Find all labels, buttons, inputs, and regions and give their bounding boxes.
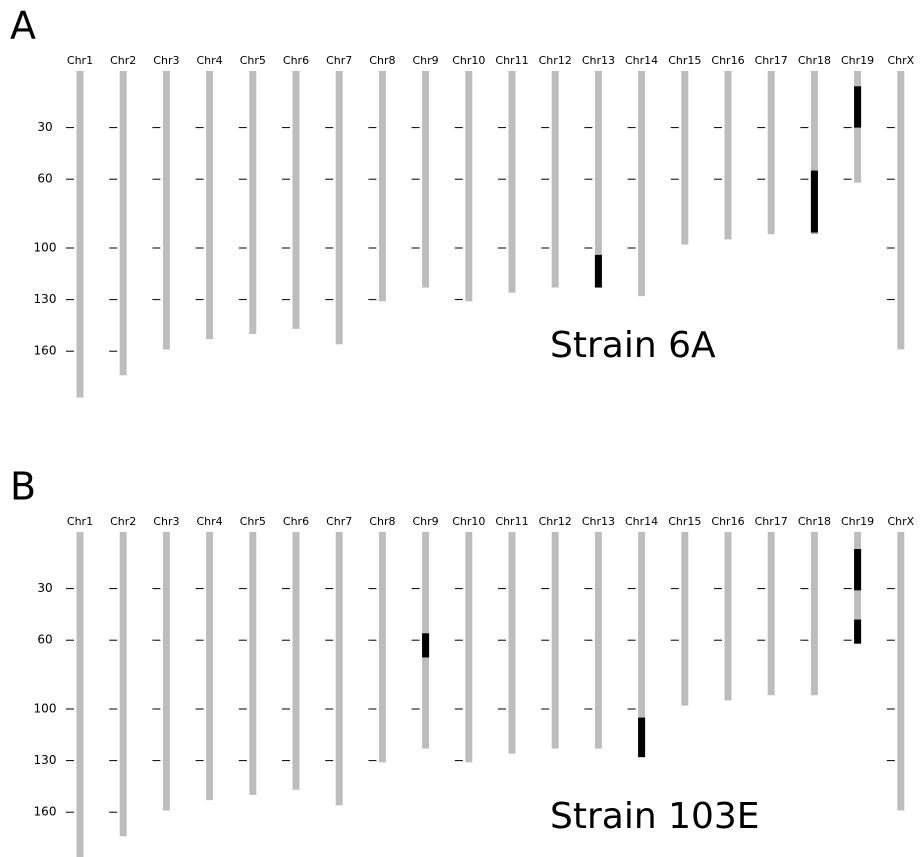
chromosome-label: Chr16	[711, 54, 744, 67]
chromosome	[422, 71, 430, 288]
chromosome-label: Chr8	[369, 515, 395, 528]
chromosome	[119, 71, 127, 376]
chromosome-label: ChrX	[887, 54, 914, 67]
chromosome	[724, 532, 732, 701]
chromosome-label: Chr2	[110, 54, 136, 67]
chromosome	[810, 532, 818, 696]
chromosome-label: Chr6	[283, 515, 309, 528]
chromosome	[249, 532, 257, 795]
chromosome-label: Chr18	[798, 515, 831, 528]
chromosome-label: Chr13	[582, 54, 615, 67]
y-tick-label: 160	[34, 344, 57, 358]
chromosome	[508, 532, 516, 754]
y-tick-label: 160	[34, 805, 57, 819]
chromosome	[810, 71, 818, 235]
chromosome-label: Chr19	[841, 54, 874, 67]
chromosome	[292, 532, 300, 790]
chromosome-label: Chr10	[452, 54, 485, 67]
chromosome	[162, 532, 170, 811]
chromosome	[724, 71, 732, 240]
chromosome-label: Chr17	[755, 515, 788, 528]
chromosome-label: Chr16	[711, 515, 744, 528]
chromosome-label: Chr5	[240, 54, 266, 67]
chromosome	[206, 71, 214, 340]
chromosome-label: Chr4	[197, 54, 223, 67]
y-tick-label: 130	[34, 292, 57, 306]
chromosome	[292, 71, 300, 329]
chromosome-label: Chr9	[413, 515, 439, 528]
chromosome	[681, 532, 689, 706]
chromosome-label: Chr7	[326, 515, 352, 528]
chromosome-label: Chr19	[841, 515, 874, 528]
chromosome	[767, 532, 775, 696]
chromosome-label: Chr7	[326, 54, 352, 67]
chromosome-label: Chr11	[495, 515, 528, 528]
highlight-segment	[854, 619, 862, 644]
chromosome-label: Chr8	[369, 54, 395, 67]
annotation: Strain 6A	[550, 325, 716, 366]
chromosome-label: Chr1	[67, 515, 93, 528]
highlight-segment	[422, 633, 430, 658]
chromosome-label: Chr15	[668, 54, 701, 67]
chromosome-label: Chr18	[798, 54, 831, 67]
chromosome-label: Chr12	[539, 515, 572, 528]
chromosome-label: Chr3	[153, 515, 179, 528]
chromosome	[465, 71, 473, 302]
y-tick-label: 100	[34, 702, 57, 716]
chromosome-label: Chr3	[153, 54, 179, 67]
highlight-segment	[854, 549, 862, 591]
chromosome	[76, 532, 84, 857]
chromosome	[378, 532, 386, 763]
chromosome-label: Chr11	[495, 54, 528, 67]
chromosome	[162, 71, 170, 350]
chromosome-label: Chr12	[539, 54, 572, 67]
chromosome	[767, 71, 775, 235]
highlight-segment	[854, 86, 862, 128]
annotation: Strain 103E	[550, 796, 760, 837]
chromosome	[465, 532, 473, 763]
chromosome-label: Chr10	[452, 515, 485, 528]
panel-label: A	[10, 4, 36, 48]
chromosome	[551, 71, 559, 288]
chromosome	[594, 532, 602, 749]
highlight-segment	[594, 254, 602, 288]
y-tick-label: 30	[37, 120, 52, 134]
chromosome-label: Chr9	[413, 54, 439, 67]
chromosome-label: Chr1	[67, 54, 93, 67]
chromosome-label: ChrX	[887, 515, 914, 528]
chromosome	[897, 71, 905, 350]
chromosome-label: Chr2	[110, 515, 136, 528]
chromosome	[681, 71, 689, 245]
y-tick-label: 60	[37, 172, 52, 186]
chromosome-label: Chr5	[240, 515, 266, 528]
chromosome	[76, 71, 84, 398]
chromosome-label: Chr4	[197, 515, 223, 528]
chromosome	[378, 71, 386, 302]
highlight-segment	[638, 717, 646, 758]
chromosome	[206, 532, 214, 801]
chromosome	[335, 532, 343, 806]
chromosome-label: Chr6	[283, 54, 309, 67]
chromosome	[119, 532, 127, 837]
chromosome	[249, 71, 257, 334]
y-tick-label: 60	[37, 633, 52, 647]
y-tick-label: 30	[37, 581, 52, 595]
panel-label: B	[10, 465, 36, 509]
chromosome-label: Chr13	[582, 515, 615, 528]
chromosome	[551, 532, 559, 749]
chromosome	[897, 532, 905, 811]
chromosome-label: Chr14	[625, 54, 658, 67]
chromosome	[508, 71, 516, 293]
y-tick-label: 130	[34, 753, 57, 767]
chromosome	[335, 71, 343, 345]
chromosome-label: Chr15	[668, 515, 701, 528]
highlight-segment	[810, 170, 818, 233]
chromosome	[638, 532, 646, 758]
y-tick-label: 100	[34, 241, 57, 255]
chromosome-label: Chr14	[625, 515, 658, 528]
chromosome	[638, 71, 646, 297]
chromosome-label: Chr17	[755, 54, 788, 67]
chromosome	[594, 71, 602, 288]
